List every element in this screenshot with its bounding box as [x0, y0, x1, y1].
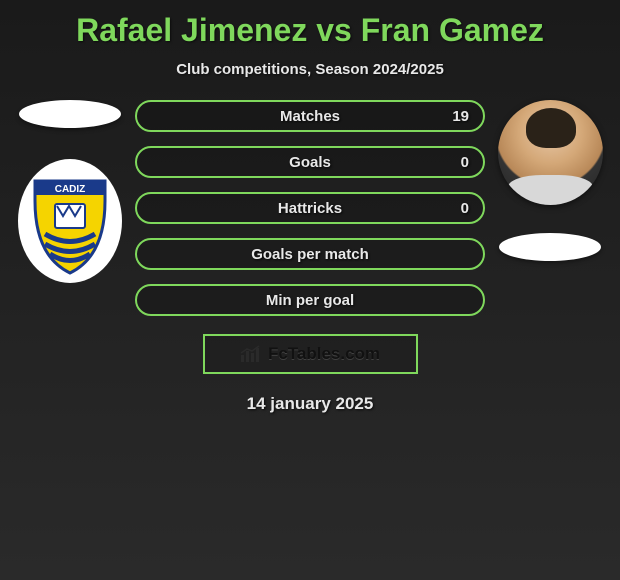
stat-row-goals-per-match: Goals per match — [135, 238, 485, 270]
stat-right-value: 0 — [461, 200, 469, 217]
subtitle: Club competitions, Season 2024/2025 — [0, 61, 620, 78]
stat-label: Min per goal — [266, 292, 354, 309]
stats-list: Matches 19 Goals 0 Hattricks 0 Goals per… — [135, 100, 485, 316]
brand-text: FcTables.com — [268, 344, 380, 364]
stat-row-matches: Matches 19 — [135, 100, 485, 132]
stat-right-value: 0 — [461, 154, 469, 171]
content-area: CADIZ Matches 19 Goals 0 Hattricks 0 — [0, 100, 620, 414]
stat-label: Hattricks — [278, 200, 342, 217]
stat-label: Goals per match — [251, 246, 369, 263]
bar-chart-icon — [240, 345, 262, 363]
page-title: Rafael Jimenez vs Fran Gamez — [0, 0, 620, 49]
stat-row-hattricks: Hattricks 0 — [135, 192, 485, 224]
left-player-column: CADIZ — [10, 100, 130, 286]
stat-row-min-per-goal: Min per goal — [135, 284, 485, 316]
brand-box: FcTables.com — [203, 334, 418, 374]
date-text: 14 january 2025 — [0, 394, 620, 414]
svg-text:CADIZ: CADIZ — [55, 184, 86, 195]
left-club-crest: CADIZ — [15, 156, 125, 286]
stat-label: Matches — [280, 108, 340, 125]
stat-right-value: 19 — [452, 108, 469, 125]
right-player-photo — [498, 100, 603, 205]
right-player-column — [490, 100, 610, 261]
stat-label: Goals — [289, 154, 331, 171]
cadiz-crest-icon: CADIZ — [15, 156, 125, 286]
right-club-crest-placeholder — [499, 233, 601, 261]
left-player-photo-placeholder — [19, 100, 121, 128]
stat-row-goals: Goals 0 — [135, 146, 485, 178]
